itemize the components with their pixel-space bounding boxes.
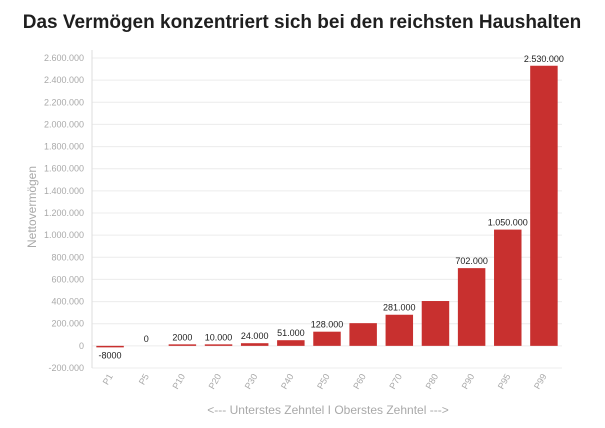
data-label-p99: 2.530.000: [524, 54, 564, 64]
bar-p99: [530, 65, 558, 346]
x-tick-label: P10: [170, 372, 187, 391]
y-tick-label: 1.000.000: [44, 230, 84, 240]
y-tick-label: 1.400.000: [44, 186, 84, 196]
x-tick-label: P95: [496, 372, 513, 391]
y-axis-ticks: -200.000 0 200.000 400.000 600.000 800.000 1.0…: [44, 53, 84, 373]
x-tick-label: P99: [532, 372, 549, 391]
bar-p60: [349, 323, 377, 346]
data-label-p90: 702.000: [455, 256, 488, 266]
y-tick-label: 2.600.000: [44, 53, 84, 63]
x-tick-label: P1: [101, 372, 115, 387]
data-labels: -8000 0 2000 10.000 24.000 51.000 128.000 281.0…: [99, 54, 564, 361]
data-label-p20: 10.000: [205, 332, 233, 342]
y-tick-label: 1.600.000: [44, 164, 84, 174]
chart-title: Das Vermögen konzentriert sich bei den r…: [23, 12, 582, 33]
x-axis-ticks: P1 P5 P10 P20 P30 P40 P50 P60 P70 P80 P90 P95 P99: [101, 372, 549, 391]
y-tick-label: 800.000: [51, 252, 84, 262]
x-tick-label: P40: [279, 372, 296, 391]
bar-p20: [204, 344, 233, 346]
x-tick-label: P90: [460, 372, 477, 391]
x-tick-label: P30: [243, 372, 260, 391]
data-label-p95: 1.050.000: [488, 218, 528, 228]
bar-p1: [96, 345, 124, 348]
bar-p70: [385, 314, 414, 346]
y-tick-label: -200.000: [48, 363, 84, 373]
y-tick-label: 2.200.000: [44, 97, 84, 107]
y-tick-label: 400.000: [51, 297, 84, 307]
x-tick-label: P50: [315, 372, 332, 391]
x-tick-label: P60: [351, 372, 368, 391]
data-label-p30: 24.000: [241, 331, 269, 341]
x-tick-label: P20: [207, 372, 224, 391]
bars: [96, 65, 558, 348]
bar-p30: [240, 343, 269, 346]
x-tick-label: P5: [137, 372, 151, 387]
y-tick-label: 1.800.000: [44, 142, 84, 152]
y-axis-title: Nettovermögen: [25, 166, 39, 248]
bar-p80: [421, 301, 450, 346]
gridlines: [91, 50, 562, 369]
data-label-p40: 51.000: [277, 328, 305, 338]
x-tick-label: P70: [387, 372, 404, 391]
y-tick-label: 600.000: [51, 274, 84, 284]
y-tick-label: 2.400.000: [44, 75, 84, 85]
y-tick-label: 2.000.000: [44, 119, 84, 129]
bar-p95: [494, 229, 522, 346]
bar-p40: [277, 340, 305, 346]
data-label-p5: 0: [144, 334, 149, 344]
data-label-p70: 281.000: [383, 303, 416, 313]
y-tick-label: 200.000: [51, 319, 84, 329]
bar-p50: [313, 331, 341, 346]
bar-p90: [457, 268, 486, 346]
data-label-p10: 2000: [172, 332, 192, 342]
x-tick-label: P80: [424, 372, 441, 391]
y-tick-label: 1.200.000: [44, 208, 84, 218]
bar-p10: [168, 344, 197, 346]
y-tick-label: 0: [79, 341, 84, 351]
x-axis-title: <--- Unterstes Zehntel I Oberstes Zehnte…: [207, 403, 448, 417]
data-label-p1: -8000: [99, 351, 122, 361]
data-label-p50: 128.000: [311, 320, 344, 330]
